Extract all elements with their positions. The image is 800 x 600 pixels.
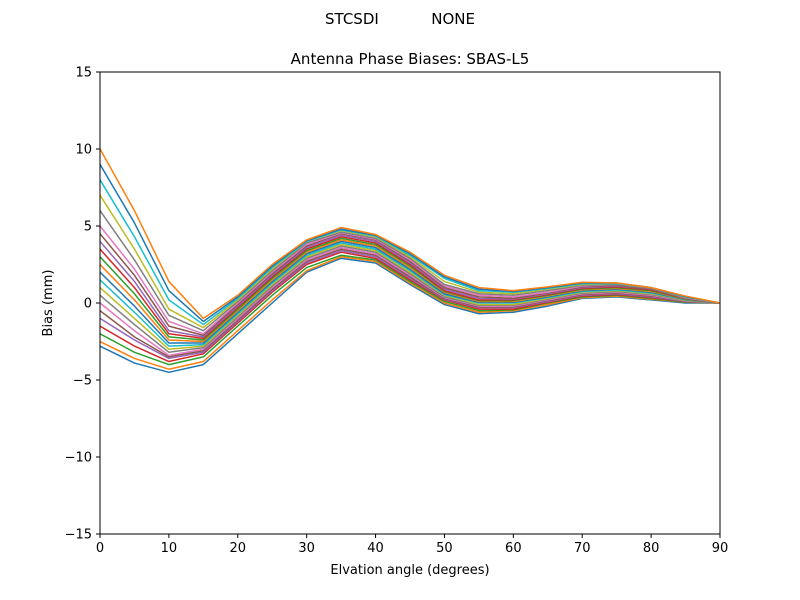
series-line-6 bbox=[100, 246, 720, 357]
x-tick-label: 30 bbox=[298, 541, 315, 556]
series-line-12 bbox=[100, 237, 720, 341]
series-line-14 bbox=[100, 234, 720, 338]
y-tick-label: −15 bbox=[65, 528, 92, 543]
series-line-10 bbox=[100, 240, 720, 344]
series-line-15 bbox=[100, 232, 720, 337]
y-tick-label: −5 bbox=[73, 374, 92, 389]
plot-frame bbox=[99, 71, 721, 535]
y-tick-label: −10 bbox=[65, 451, 92, 466]
x-tick-label: 0 bbox=[96, 541, 104, 556]
x-tick-label: 20 bbox=[230, 541, 247, 556]
series-line-7 bbox=[100, 245, 720, 354]
series-line-21 bbox=[100, 148, 720, 320]
series-line-9 bbox=[100, 242, 720, 347]
series-line-11 bbox=[100, 239, 720, 343]
y-axis-label: Bias (mm) bbox=[41, 270, 56, 337]
y-tick-label: 10 bbox=[75, 143, 92, 158]
x-tick-label: 80 bbox=[643, 541, 660, 556]
series-line-1 bbox=[100, 256, 720, 370]
x-tick-label: 90 bbox=[712, 541, 729, 556]
plot-lines bbox=[100, 148, 720, 374]
series-line-3 bbox=[100, 251, 720, 363]
y-tick-label: 0 bbox=[84, 297, 92, 312]
x-tick-label: 50 bbox=[436, 541, 453, 556]
chart-title: Antenna Phase Biases: SBAS-L5 bbox=[291, 50, 530, 68]
x-tick-label: 40 bbox=[367, 541, 384, 556]
x-tick-label: 10 bbox=[161, 541, 178, 556]
series-line-8 bbox=[100, 243, 720, 350]
x-tick-label: 70 bbox=[574, 541, 591, 556]
series-line-19 bbox=[100, 179, 720, 326]
tick-marks: 0 10 20 30 40 50 60 70 80 90 −15 −10 −5 0 5 10 15 bbox=[65, 66, 729, 557]
x-axis-label: Elvation angle (degrees) bbox=[330, 563, 489, 578]
series-line-13 bbox=[100, 236, 720, 340]
chart-suptitle: STCSDI NONE bbox=[325, 10, 475, 28]
axes bbox=[99, 71, 721, 535]
y-tick-label: 5 bbox=[84, 220, 92, 235]
y-tick-label: 15 bbox=[75, 66, 92, 81]
series-line-4 bbox=[100, 249, 720, 360]
series-line-17 bbox=[100, 210, 720, 332]
series-line-0 bbox=[100, 257, 720, 374]
x-tick-label: 60 bbox=[505, 541, 522, 556]
series-line-5 bbox=[100, 248, 720, 358]
series-line-2 bbox=[100, 254, 720, 366]
